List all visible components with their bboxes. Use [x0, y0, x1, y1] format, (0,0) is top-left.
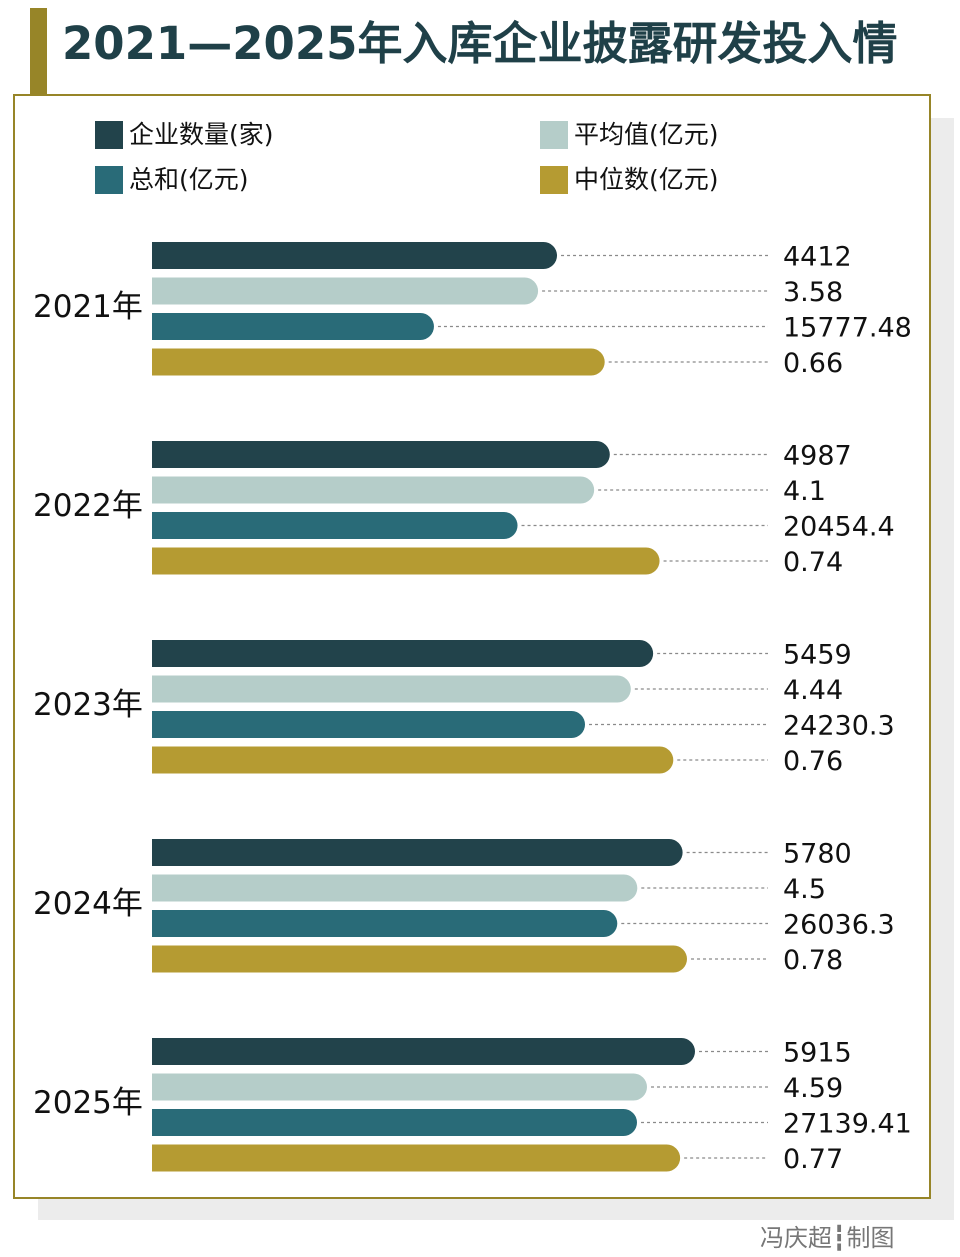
- data-label-median: 0.77: [783, 1144, 843, 1175]
- data-label-company-count: 5459: [783, 640, 852, 671]
- data-label-total: 15777.48: [783, 313, 912, 344]
- data-label-average: 4.44: [783, 675, 843, 706]
- bar-total: [152, 910, 618, 937]
- legend-label-total: 总和(亿元): [129, 165, 249, 194]
- year-label: 2025年: [33, 1085, 143, 1121]
- data-label-total: 20454.4: [783, 512, 895, 543]
- bar-average: [152, 1073, 647, 1101]
- bar-average: [152, 277, 539, 305]
- legend-swatch-total: [95, 166, 123, 194]
- legend-swatch-company-count: [95, 121, 123, 149]
- data-label-average: 3.58: [783, 277, 843, 308]
- title-accent-bar: [30, 8, 47, 94]
- legend-label-average: 平均值(亿元): [574, 120, 719, 149]
- bar-median: [152, 348, 605, 376]
- year-label: 2023年: [33, 687, 143, 723]
- legend-swatch-average: [540, 121, 568, 149]
- bar-total: [152, 711, 586, 738]
- bar-total: [152, 313, 434, 340]
- data-label-average: 4.1: [783, 476, 826, 507]
- bar-median: [152, 547, 660, 575]
- legend-label-company-count: 企业数量(家): [129, 120, 274, 149]
- data-label-median: 0.66: [783, 348, 843, 379]
- bar-median: [152, 1144, 681, 1172]
- bar-total: [152, 512, 518, 539]
- data-label-company-count: 5780: [783, 839, 852, 870]
- bar-company-count: [152, 1038, 695, 1065]
- year-label: 2021年: [33, 289, 143, 325]
- data-label-median: 0.78: [783, 945, 843, 976]
- bar-average: [152, 476, 595, 504]
- data-label-total: 26036.3: [783, 910, 895, 941]
- bar-total: [152, 1109, 637, 1136]
- data-label-company-count: 4412: [783, 242, 852, 273]
- bar-average: [152, 675, 631, 703]
- bar-median: [152, 945, 687, 973]
- data-label-average: 4.59: [783, 1073, 843, 1104]
- bar-company-count: [152, 441, 610, 468]
- legend-swatch-median: [540, 166, 568, 194]
- data-label-total: 24230.3: [783, 711, 895, 742]
- data-label-company-count: 4987: [783, 441, 852, 472]
- year-label: 2024年: [33, 886, 143, 922]
- page-title: 2021—2025年入库企业披露研发投入情: [62, 17, 898, 70]
- bar-average: [152, 874, 638, 902]
- data-label-median: 0.74: [783, 547, 843, 578]
- year-label: 2022年: [33, 488, 143, 524]
- bar-company-count: [152, 242, 558, 269]
- data-label-average: 4.5: [783, 874, 826, 905]
- data-label-total: 27139.41: [783, 1109, 912, 1140]
- bar-median: [152, 746, 674, 774]
- credit-text: 冯庆超┇制图: [760, 1224, 895, 1252]
- bar-company-count: [152, 640, 654, 667]
- data-label-company-count: 5915: [783, 1038, 852, 1069]
- bar-company-count: [152, 839, 683, 866]
- legend-label-median: 中位数(亿元): [574, 165, 719, 194]
- data-label-median: 0.76: [783, 746, 843, 777]
